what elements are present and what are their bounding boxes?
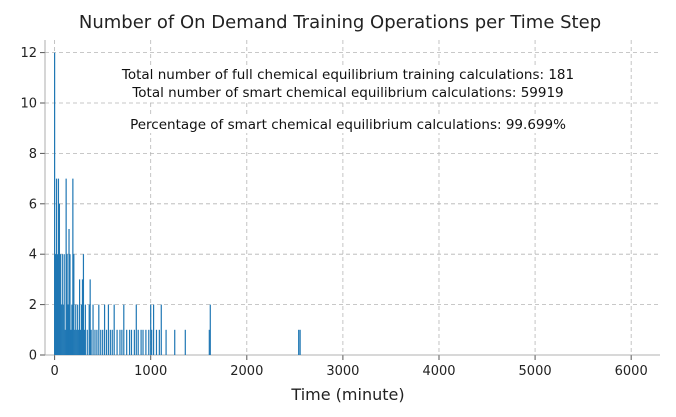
x-tick-label: 3000 (326, 364, 359, 379)
annotation-line: Total number of smart chemical equilibri… (131, 85, 563, 101)
axis-layer: 0 2 4 6 8 10 12 0 1000 2000 3000 4000 5000 6000 (20, 40, 660, 379)
annotation-block: Total number of full chemical equilibriu… (108, 65, 588, 133)
annotation-background (108, 65, 588, 83)
y-tick-label: 4 (29, 248, 37, 263)
x-axis-label: Time (minute) (290, 385, 404, 404)
x-tick-label: 6000 (615, 364, 648, 379)
annotation-background (108, 83, 588, 101)
x-tick-label: 2000 (230, 364, 263, 379)
y-tick-label: 12 (20, 46, 37, 61)
x-tick-label: 4000 (422, 364, 455, 379)
y-tick-label: 8 (29, 147, 37, 162)
bars-layer (54, 52, 301, 355)
chart-title: Number of On Demand Training Operations … (79, 12, 601, 33)
x-tick-label: 5000 (519, 364, 552, 379)
annotation-background (108, 115, 588, 133)
y-tick-label: 6 (29, 197, 37, 212)
annotation-line: Percentage of smart chemical equilibrium… (130, 117, 566, 133)
y-tick-label: 0 (29, 349, 37, 364)
x-tick-label: 1000 (134, 364, 167, 379)
y-tick-label: 2 (29, 298, 37, 313)
annotation-line: Total number of full chemical equilibriu… (121, 67, 574, 83)
y-tick-label: 10 (20, 97, 37, 112)
x-tick-label: 0 (50, 364, 58, 379)
